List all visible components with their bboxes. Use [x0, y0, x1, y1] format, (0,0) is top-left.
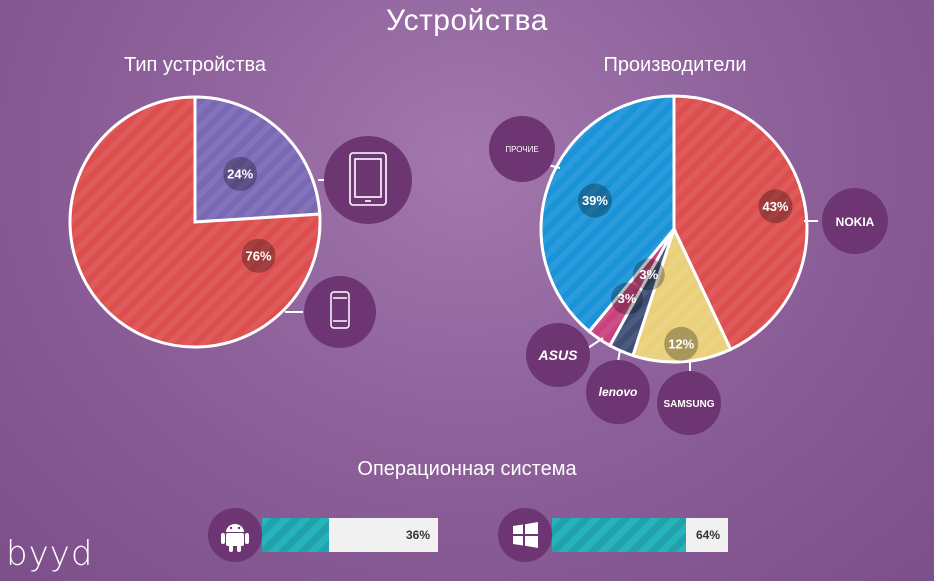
device-type-slice-hatch-0	[195, 97, 320, 222]
manufacturers-badge-3	[611, 282, 644, 315]
phone-callout	[304, 276, 376, 348]
manufacturers-value-1: 12%	[668, 336, 694, 351]
android-bar-rest	[329, 518, 438, 552]
lenovo-label: lenovo	[599, 385, 638, 399]
device-type-value-1: 76%	[246, 248, 272, 263]
manufacturers-value-2: 3%	[639, 267, 658, 282]
manufacturers-badge-4	[577, 183, 612, 218]
windows-value: 64%	[695, 528, 720, 542]
manufacturers-badge-2	[632, 258, 665, 291]
android-icon	[221, 524, 249, 552]
manufacturers-slice-hatch-3	[589, 229, 674, 346]
asus-label: ASUS	[538, 347, 579, 363]
manufacturers-slice-hatch-0	[674, 96, 808, 350]
android-bar-fill	[262, 518, 329, 552]
manufacturers-slice-hatch-4	[541, 96, 674, 332]
manufacturers-value-3: 3%	[618, 291, 637, 306]
windows-icon	[513, 522, 538, 548]
android-bar: 36%	[262, 518, 438, 552]
samsung-callout	[657, 371, 721, 435]
asus-connector	[587, 337, 604, 349]
windows-bar-fill	[552, 518, 686, 552]
tablet-callout	[324, 136, 412, 224]
samsung-label: SAMSUNG	[663, 399, 714, 410]
manufacturers-pie: 43% 12% 3%3% 39%	[539, 94, 809, 364]
device-type-value-0: 24%	[227, 166, 253, 181]
windows-bar: 64%	[552, 518, 728, 552]
nokia-callout	[822, 188, 888, 254]
android-value: 36%	[405, 528, 430, 542]
other-callout	[489, 116, 555, 182]
android-callout	[208, 508, 262, 562]
manufacturers-title: Производители	[603, 54, 747, 76]
phone-icon	[330, 291, 350, 329]
page-title: Устройства	[386, 4, 548, 37]
asus-callout	[526, 323, 590, 387]
other-label: ПРОЧИЕ	[505, 145, 538, 154]
device-type-pie: 24% 76%	[68, 95, 322, 349]
lenovo-connector	[617, 349, 621, 363]
device-type-slice-hatch-1	[70, 97, 320, 347]
device-type-badge-1	[241, 238, 276, 273]
nokia-label: NOKIA	[836, 215, 875, 229]
manufacturers-slice-hatch-1	[632, 229, 731, 362]
manufacturers-badge-0	[758, 189, 793, 224]
windows-bar-rest	[686, 518, 728, 552]
manufacturers-value-0: 43%	[762, 199, 788, 214]
manufacturers-badge-1	[664, 326, 699, 361]
os-title: Операционная система	[357, 458, 577, 480]
tablet-icon	[349, 152, 387, 206]
windows-callout	[498, 508, 552, 562]
manufacturers-value-4: 39%	[582, 193, 608, 208]
device-type-title: Тип устройства	[124, 54, 266, 76]
brand-logo: byyd	[6, 534, 94, 574]
device-type-badge-0	[223, 156, 258, 191]
lenovo-callout	[586, 360, 650, 424]
